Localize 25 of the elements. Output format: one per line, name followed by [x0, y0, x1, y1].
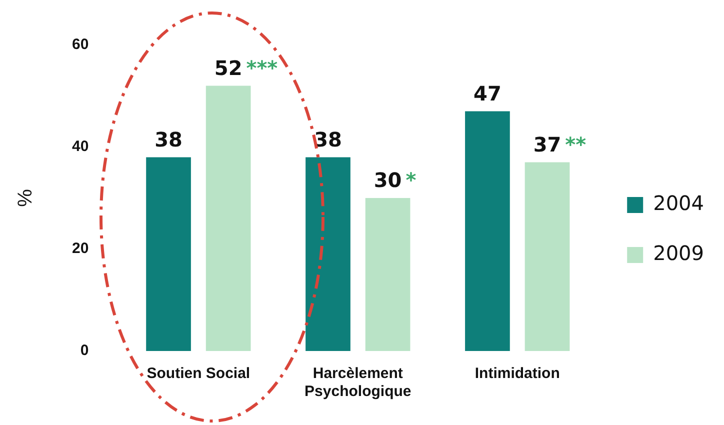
bar [365, 198, 410, 351]
y-tick-label: 20 [72, 240, 89, 258]
x-tick-label: Intimidation [474, 365, 560, 382]
bar [465, 111, 510, 351]
legend-label: 2004 [653, 191, 704, 216]
bar [206, 86, 251, 351]
y-tick-label: 0 [80, 342, 89, 360]
data-label: 38 [314, 127, 342, 152]
data-label: 52 [214, 56, 242, 80]
bar [524, 162, 570, 351]
y-tick-label: 40 [72, 138, 89, 156]
y-axis-title: % [14, 188, 37, 207]
y-tick-label: 60 [72, 36, 89, 54]
annotation: ** [565, 132, 587, 157]
data-label: 37 [533, 132, 562, 157]
data-label: 38 [154, 127, 182, 152]
legend-label: 2009 [653, 241, 704, 266]
bar [146, 157, 191, 351]
data-label: 30 [374, 168, 402, 192]
bar [306, 157, 350, 351]
annotation: * [406, 168, 417, 192]
x-tick-label: Soutien Social [146, 365, 250, 382]
data-label: 47 [474, 82, 502, 106]
annotation: *** [246, 56, 278, 80]
x-tick-label: Harcèlement Psychologique [304, 365, 412, 400]
